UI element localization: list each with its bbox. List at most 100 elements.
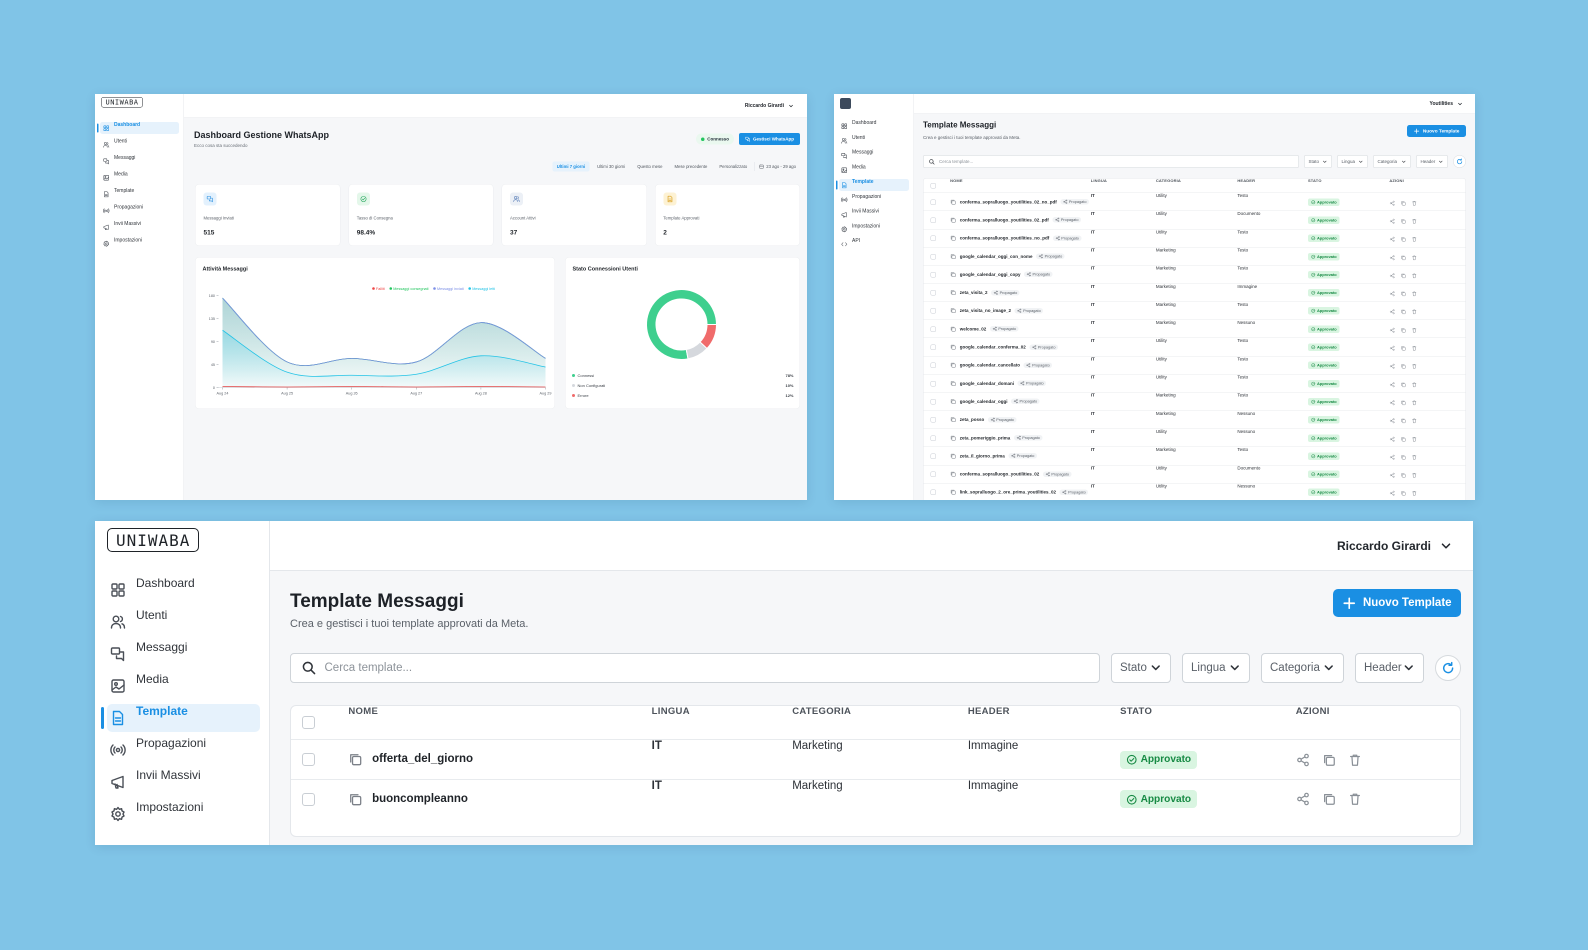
row-checkbox[interactable] [930, 380, 936, 387]
action-share[interactable] [1389, 381, 1395, 388]
filter-select[interactable]: Lingua [1337, 155, 1368, 168]
period-tab[interactable]: Personalizzato [719, 164, 748, 169]
user-menu[interactable]: Youtilities [1429, 94, 1463, 114]
nav-item[interactable]: Propagazioni [839, 194, 909, 206]
action-copy[interactable] [1400, 490, 1406, 496]
action-trash[interactable] [1411, 308, 1417, 315]
row-checkbox[interactable] [930, 326, 936, 332]
action-share[interactable] [1389, 217, 1395, 224]
action-copy[interactable] [1400, 326, 1406, 333]
action-trash[interactable] [1411, 236, 1417, 242]
refresh-button[interactable] [1453, 155, 1466, 168]
nav-item[interactable]: Utenti [839, 135, 909, 147]
nav-item[interactable]: Messaggi [100, 155, 179, 167]
row-checkbox[interactable] [930, 271, 936, 278]
action-copy[interactable] [1400, 272, 1406, 278]
row-checkbox[interactable] [930, 453, 936, 459]
action-share[interactable] [1389, 308, 1395, 315]
action-trash[interactable] [1411, 254, 1417, 260]
row-checkbox[interactable] [930, 435, 936, 441]
action-share[interactable] [1389, 345, 1395, 351]
user-menu[interactable]: Riccardo Girardi [745, 94, 794, 118]
action-copy[interactable] [1400, 381, 1406, 387]
action-trash[interactable] [1411, 399, 1417, 406]
filter-select[interactable]: Stato [1304, 155, 1332, 168]
manage-whatsapp-button[interactable]: Gestisci WhatsApp [738, 133, 800, 145]
nav-item[interactable]: Impostazioni [839, 223, 909, 235]
row-checkbox[interactable] [930, 182, 936, 189]
action-share[interactable] [1389, 326, 1395, 333]
nav-item[interactable]: Media [107, 672, 260, 700]
nav-item[interactable]: Invii Massivi [107, 768, 260, 796]
action-copy[interactable] [1400, 290, 1406, 297]
nav-item[interactable]: Utenti [100, 139, 179, 151]
nav-item[interactable]: Messaggi [839, 150, 909, 162]
action-trash[interactable] [1411, 326, 1417, 333]
action-trash[interactable] [1411, 199, 1417, 206]
action-copy[interactable] [1322, 792, 1336, 806]
action-share[interactable] [1389, 290, 1395, 297]
action-trash[interactable] [1348, 753, 1362, 767]
row-checkbox[interactable] [930, 199, 936, 205]
nav-item[interactable]: Propagazioni [107, 736, 260, 764]
action-copy[interactable] [1400, 417, 1406, 424]
action-trash[interactable] [1411, 381, 1417, 387]
nav-item[interactable]: Invii Massivi [839, 209, 909, 221]
new-template-button[interactable]: Nuovo Template [1333, 589, 1461, 617]
action-share[interactable] [1389, 272, 1395, 279]
filter-select[interactable]: Categoria [1261, 653, 1344, 683]
action-copy[interactable] [1322, 753, 1336, 767]
action-share[interactable] [1389, 417, 1395, 424]
row-checkbox[interactable] [930, 253, 936, 260]
row-checkbox[interactable] [302, 716, 315, 729]
action-share[interactable] [1389, 363, 1395, 369]
nav-item[interactable]: Dashboard [100, 122, 179, 134]
row-checkbox[interactable] [930, 344, 936, 351]
filter-select[interactable]: Header [1355, 653, 1424, 683]
nav-item[interactable]: Template [100, 188, 179, 200]
action-copy[interactable] [1400, 199, 1406, 206]
action-copy[interactable] [1400, 254, 1406, 260]
period-tab[interactable]: Ultimi 30 giorni [597, 164, 626, 169]
nav-item[interactable]: Dashboard [839, 120, 909, 132]
period-tab[interactable]: Ultimi 7 giorni [552, 161, 590, 172]
action-share[interactable] [1296, 753, 1310, 767]
nav-item[interactable]: Impostazioni [107, 800, 260, 828]
nav-item[interactable]: Messaggi [107, 640, 260, 668]
nav-item[interactable]: Template [107, 704, 260, 732]
action-trash[interactable] [1348, 792, 1362, 806]
row-checkbox[interactable] [302, 792, 315, 806]
row-checkbox[interactable] [930, 362, 936, 369]
action-copy[interactable] [1400, 399, 1406, 406]
row-checkbox[interactable] [930, 398, 936, 405]
search-input[interactable]: Cerca template... [923, 155, 1299, 168]
filter-select[interactable]: Categoria [1373, 155, 1411, 168]
nav-item[interactable]: Dashboard [107, 576, 260, 604]
action-copy[interactable] [1400, 345, 1406, 351]
period-tab[interactable]: Mese precedente [674, 164, 708, 169]
nav-item[interactable]: API [839, 238, 909, 250]
period-tab[interactable]: Questo mese [637, 164, 663, 169]
action-share[interactable] [1389, 435, 1395, 442]
row-checkbox[interactable] [930, 290, 936, 296]
action-copy[interactable] [1400, 236, 1406, 242]
user-menu[interactable]: Riccardo Girardi [1337, 521, 1453, 570]
action-trash[interactable] [1411, 453, 1417, 460]
row-checkbox[interactable] [930, 308, 936, 314]
nav-item[interactable]: Propagazioni [100, 205, 179, 217]
action-trash[interactable] [1411, 363, 1417, 369]
search-input[interactable]: Cerca template... [290, 653, 1100, 683]
action-copy[interactable] [1400, 308, 1406, 315]
nav-item[interactable]: Template [839, 179, 909, 191]
row-checkbox[interactable] [302, 753, 315, 767]
action-share[interactable] [1389, 236, 1395, 242]
row-checkbox[interactable] [930, 471, 936, 478]
action-share[interactable] [1389, 399, 1395, 406]
action-copy[interactable] [1400, 217, 1406, 224]
action-share[interactable] [1389, 490, 1395, 496]
action-trash[interactable] [1411, 490, 1417, 496]
action-share[interactable] [1389, 472, 1395, 478]
action-share[interactable] [1389, 453, 1395, 460]
action-trash[interactable] [1411, 417, 1417, 424]
action-share[interactable] [1389, 254, 1395, 260]
